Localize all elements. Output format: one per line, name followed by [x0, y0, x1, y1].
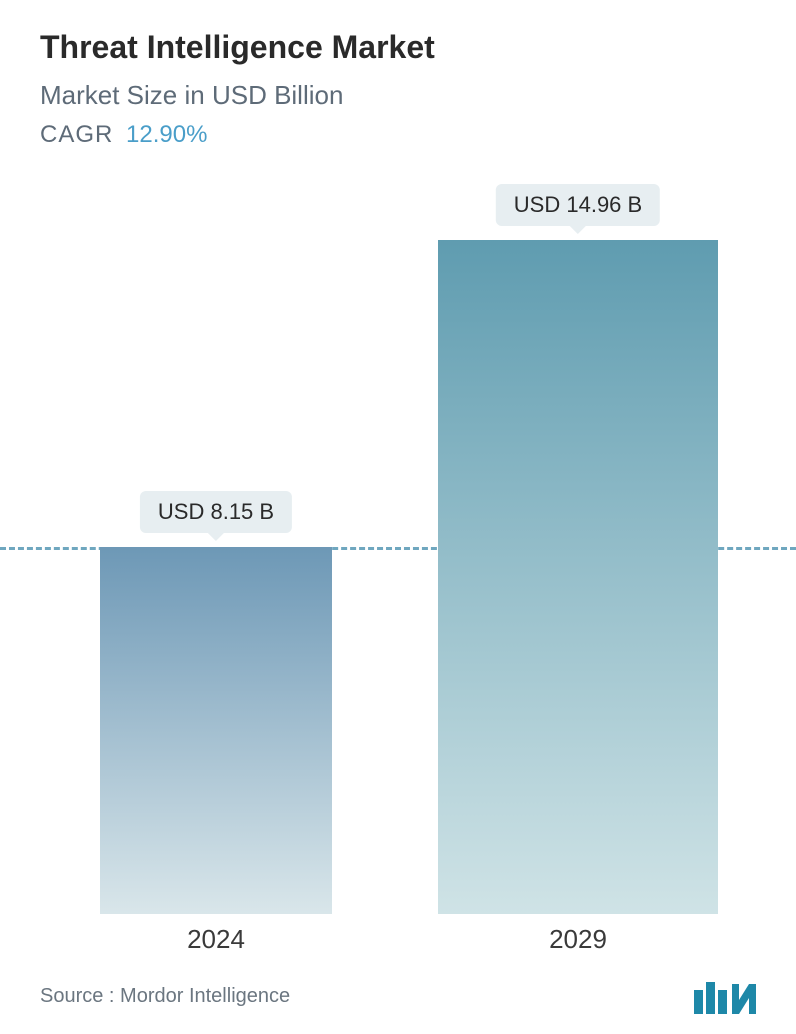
chart-header: Threat Intelligence Market Market Size i…	[0, 0, 796, 149]
value-badge-2029: USD 14.96 B	[496, 184, 660, 226]
cagr-value: 12.90%	[126, 121, 207, 148]
x-axis-labels: 2024 2029	[0, 924, 796, 964]
x-label-2029: 2029	[549, 924, 607, 955]
value-badge-2024: USD 8.15 B	[140, 491, 292, 533]
x-label-2024: 2024	[187, 924, 245, 955]
chart-footer: Source : Mordor Intelligence	[0, 976, 796, 1016]
source-text: Source : Mordor Intelligence	[40, 985, 290, 1008]
cagr-label: CAGR	[40, 121, 113, 148]
cagr-line: CAGR 12.90%	[40, 121, 756, 149]
chart-title: Threat Intelligence Market	[40, 28, 756, 66]
bar-2024: USD 8.15 B	[100, 547, 332, 914]
chart-subtitle: Market Size in USD Billion	[40, 80, 756, 111]
brand-logo-icon	[692, 976, 756, 1016]
chart-plot-area: USD 8.15 B USD 14.96 B	[0, 180, 796, 914]
bar-2029: USD 14.96 B	[438, 240, 718, 914]
